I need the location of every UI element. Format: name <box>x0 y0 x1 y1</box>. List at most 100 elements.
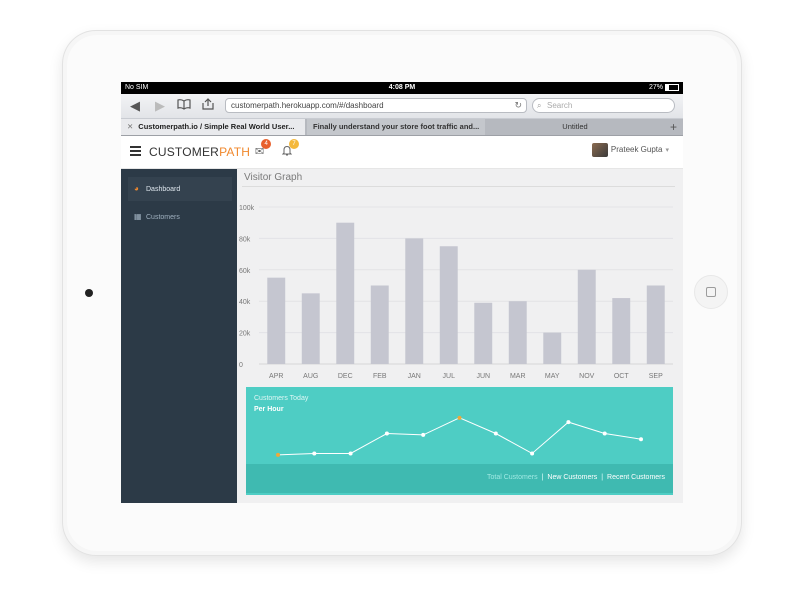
bar-feb[interactable] <box>370 285 389 365</box>
battery-icon <box>665 83 679 91</box>
battery-percent: 27% <box>648 84 663 91</box>
ipad-screen: No SIM 4:08 PM 27% ◀ ▶ customerpath.hero… <box>121 82 683 503</box>
app-header: CUSTOMERPATH ✉ 4 7 Prateek Gupta ▾ <box>121 136 683 169</box>
x-tick-label: OCT <box>614 373 630 379</box>
visitor-bar-chart: 0 20k 40k 60k 80k 100k APR AUG DEC FEB JAN JUL JUN MA… <box>239 205 673 379</box>
back-arrow-icon[interactable]: ◀ <box>130 98 140 113</box>
total-customers-link[interactable]: Total Customers <box>487 474 538 481</box>
home-square-icon <box>706 287 716 297</box>
chevron-down-icon: ▾ <box>665 147 669 155</box>
browser-toolbar: ◀ ▶ customerpath.herokuapp.com/#/dashboa… <box>121 94 683 119</box>
share-icon[interactable] <box>201 98 215 114</box>
tab-label: Untitled <box>562 122 588 131</box>
user-menu[interactable]: Prateek Gupta ▾ <box>591 143 669 158</box>
bar-may[interactable] <box>543 332 562 364</box>
visitor-graph-title: Visitor Graph <box>244 172 303 183</box>
url-text: customerpath.herokuapp.com/#/dashboard <box>231 101 384 110</box>
hamburger-menu-icon[interactable] <box>130 146 141 158</box>
browser-tabbar: ✕ Customerpath.io / Simple Real World Use… <box>121 119 683 136</box>
customers-today-title: Customers Today <box>254 395 309 402</box>
recent-customers-link[interactable]: Recent Customers <box>607 474 665 481</box>
mail-icon[interactable]: ✉ 4 <box>255 139 272 158</box>
x-tick-label: JUL <box>443 373 456 379</box>
bookmarks-book-icon[interactable] <box>177 98 191 115</box>
line-point[interactable] <box>348 451 353 456</box>
customers-filter-bar: Total Customers | New Customers | Recent Cus… <box>246 464 673 493</box>
status-time: 4:08 PM <box>388 84 416 91</box>
bar-dec[interactable] <box>336 222 355 364</box>
forward-arrow-icon[interactable]: ▶ <box>155 98 165 113</box>
line-point[interactable] <box>384 431 389 436</box>
bar-sep[interactable] <box>646 285 665 365</box>
x-tick-label: SEP <box>649 373 663 379</box>
grid-icon: ▦ <box>134 212 142 221</box>
sidebar-item-customers[interactable]: ▦ Customers <box>128 205 232 229</box>
per-hour-label: Per Hour <box>254 406 284 413</box>
front-camera <box>85 289 93 297</box>
x-tick-label: JUN <box>476 373 490 379</box>
y-tick-label: 40k <box>239 299 251 306</box>
bar-mar[interactable] <box>508 301 527 364</box>
x-tick-label: JAN <box>408 373 421 379</box>
bar-nov[interactable] <box>577 269 596 364</box>
line-point[interactable] <box>312 451 317 456</box>
tab-label: Finally understand your store foot traff… <box>313 122 480 131</box>
tab-foot-traffic[interactable]: Finally understand your store foot traff… <box>307 119 485 135</box>
bar-aug[interactable] <box>301 293 320 364</box>
x-tick-label: NOV <box>579 373 595 379</box>
main-content: Visitor Graph 0 20k 40k 60k 80k 100k APR AUG DEC… <box>237 169 683 503</box>
x-tick-label: FEB <box>373 373 387 379</box>
line-point[interactable] <box>421 432 426 437</box>
bar-oct[interactable] <box>612 298 631 364</box>
sidebar-item-label: Dashboard <box>146 186 181 193</box>
line-point[interactable] <box>493 431 498 436</box>
new-tab-plus-icon[interactable]: + <box>669 120 677 134</box>
sidebar: ◕ Dashboard ▦ Customers <box>121 169 237 503</box>
line-point[interactable] <box>457 415 462 420</box>
sidebar-item-label: Customers <box>146 214 180 221</box>
carrier-label: No SIM <box>125 84 149 91</box>
line-series <box>277 417 642 456</box>
y-tick-label: 100k <box>239 205 255 212</box>
search-field[interactable]: ⌕ Search <box>532 98 675 113</box>
line-point[interactable] <box>602 431 607 436</box>
filter-links: Total Customers | New Customers | Recent Cus… <box>487 474 665 481</box>
tab-untitled[interactable]: Untitled <box>487 119 663 135</box>
url-field[interactable]: customerpath.herokuapp.com/#/dashboard ↻ <box>225 98 527 113</box>
line-point[interactable] <box>639 437 643 442</box>
close-tab-icon[interactable]: ✕ <box>127 122 134 131</box>
bell-icon[interactable]: 7 <box>281 139 299 159</box>
new-customers-link[interactable]: New Customers <box>547 474 598 481</box>
y-tick-label: 80k <box>239 236 251 243</box>
x-tick-label: MAR <box>510 373 526 379</box>
user-name: Prateek Gupta <box>610 145 663 155</box>
x-tick-label: DEC <box>338 373 353 379</box>
line-point[interactable] <box>566 420 571 425</box>
sidebar-item-dashboard[interactable]: ◕ Dashboard <box>128 177 232 201</box>
tab-label: Customerpath.io / Simple Real World User… <box>138 122 295 131</box>
x-tick-label: MAY <box>545 373 560 379</box>
line-point[interactable] <box>276 452 280 457</box>
tab-customerpath[interactable]: ✕ Customerpath.io / Simple Real World Use… <box>121 119 305 135</box>
logo[interactable]: CUSTOMERPATH <box>149 145 251 159</box>
bar-jul[interactable] <box>439 246 458 364</box>
line-point[interactable] <box>530 451 535 456</box>
customers-today-panel: Customers Today Per Hour Total Customers… <box>246 387 673 495</box>
x-tick-label: AUG <box>303 373 318 379</box>
battery-indicator: 27% <box>649 82 679 94</box>
avatar <box>591 143 608 157</box>
bar-jun[interactable] <box>474 302 493 364</box>
bar-apr[interactable] <box>267 277 286 364</box>
search-placeholder: Search <box>547 101 573 110</box>
mail-badge: 4 <box>261 139 272 149</box>
status-bar: No SIM 4:08 PM 27% <box>121 82 683 94</box>
home-button[interactable] <box>694 275 728 309</box>
y-tick-label: 60k <box>239 268 251 275</box>
search-icon: ⌕ <box>537 101 542 110</box>
customers-line-chart <box>276 415 643 457</box>
dashboard-icon: ◕ <box>134 184 139 193</box>
y-tick-label: 0 <box>239 362 243 369</box>
divider <box>242 186 675 187</box>
reload-icon[interactable]: ↻ <box>514 100 522 110</box>
bar-jan[interactable] <box>405 238 424 364</box>
